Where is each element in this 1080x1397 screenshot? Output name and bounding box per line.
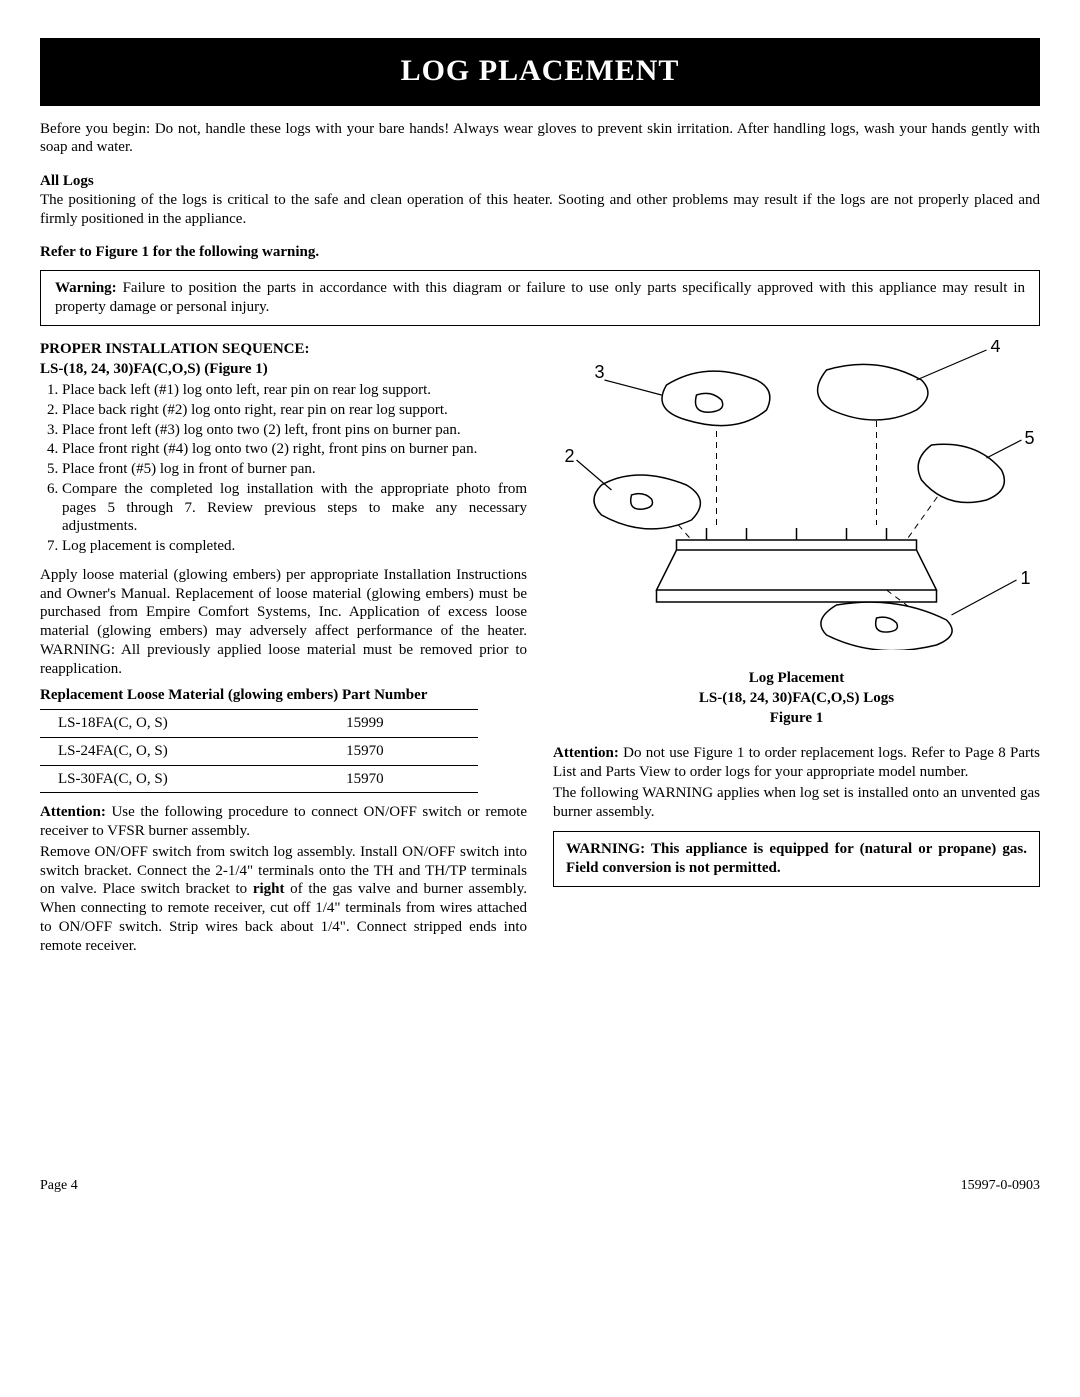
embers-paragraph: Apply loose material (glowing embers) pe… [40,566,527,679]
step-item: Place front right (#4) log onto two (2) … [62,440,527,459]
switch-bold: right [253,881,285,897]
two-column-layout: PROPER INSTALLATION SEQUENCE: LS-(18, 24… [40,340,1040,958]
callout-5: 5 [1025,428,1035,448]
attention-para: Attention: Use the following procedure t… [40,803,527,841]
callout-2: 2 [565,446,575,466]
footer-right: 15997-0-0903 [961,1177,1040,1195]
attention-text: Use the following procedure to connect O… [40,804,527,839]
right-attn-text: Do not use Figure 1 to order replacement… [553,745,1040,780]
figure-caption: Log Placement LS-(18, 24, 30)FA(C,O,S) L… [553,668,1040,729]
step-item: Log placement is completed. [62,537,527,556]
log-placement-diagram: 3 2 4 5 1 [553,340,1040,650]
caption-line-1: Log Placement [553,668,1040,688]
parts-table: LS-18FA(C, O, S) 15999 LS-24FA(C, O, S) … [40,709,478,793]
page-title: LOG PLACEMENT [401,54,680,87]
footer-left: Page 4 [40,1177,78,1195]
all-logs-heading: All Logs [40,172,1040,191]
page-title-bar: LOG PLACEMENT [40,38,1040,106]
part-cell: 15970 [286,737,478,765]
step-item: Compare the completed log installation w… [62,480,527,536]
caption-line-3: Figure 1 [553,708,1040,728]
diagram-svg: 3 2 4 5 1 [553,340,1040,650]
sequence-heading-2: LS-(18, 24, 30)FA(C,O,S) (Figure 1) [40,360,527,379]
parts-table-heading: Replacement Loose Material (glowing embe… [40,686,527,705]
refer-line: Refer to Figure 1 for the following warn… [40,243,1040,262]
attention-label: Attention: [40,804,106,820]
switch-paragraph: Remove ON/OFF switch from switch log ass… [40,843,527,956]
installation-steps: Place back left (#1) log onto left, rear… [40,381,527,556]
step-item: Place front left (#3) log onto two (2) l… [62,421,527,440]
model-cell: LS-24FA(C, O, S) [40,737,286,765]
gas-warning-box: WARNING: This appliance is equipped for … [553,831,1040,887]
table-row: LS-18FA(C, O, S) 15999 [40,710,478,738]
right-attn-label: Attention: [553,745,619,761]
right-attention: Attention: Do not use Figure 1 to order … [553,744,1040,782]
part-cell: 15999 [286,710,478,738]
right-column: 3 2 4 5 1 Log Placement LS-(18, 24, 30)F… [553,340,1040,958]
callout-4: 4 [991,340,1001,356]
warning-text: Failure to position the parts in accorda… [55,280,1025,315]
caption-line-2: LS-(18, 24, 30)FA(C,O,S) Logs [553,688,1040,708]
model-cell: LS-30FA(C, O, S) [40,765,286,793]
table-row: LS-24FA(C, O, S) 15970 [40,737,478,765]
all-logs-text: The positioning of the logs is critical … [40,191,1040,229]
table-row: LS-30FA(C, O, S) 15970 [40,765,478,793]
warning-box: Warning: Failure to position the parts i… [40,270,1040,326]
sequence-heading-1: PROPER INSTALLATION SEQUENCE: [40,340,527,359]
page-footer: Page 4 15997-0-0903 [40,1177,1040,1195]
callout-3: 3 [595,362,605,382]
warning-label: Warning: [55,280,117,296]
warning-intro: The following WARNING applies when log s… [553,784,1040,822]
intro-text: Before you begin: Do not, handle these l… [40,120,1040,158]
step-item: Place front (#5) log in front of burner … [62,460,527,479]
step-item: Place back left (#1) log onto left, rear… [62,381,527,400]
step-item: Place back right (#2) log onto right, re… [62,401,527,420]
part-cell: 15970 [286,765,478,793]
callout-1: 1 [1021,568,1031,588]
model-cell: LS-18FA(C, O, S) [40,710,286,738]
left-column: PROPER INSTALLATION SEQUENCE: LS-(18, 24… [40,340,527,958]
